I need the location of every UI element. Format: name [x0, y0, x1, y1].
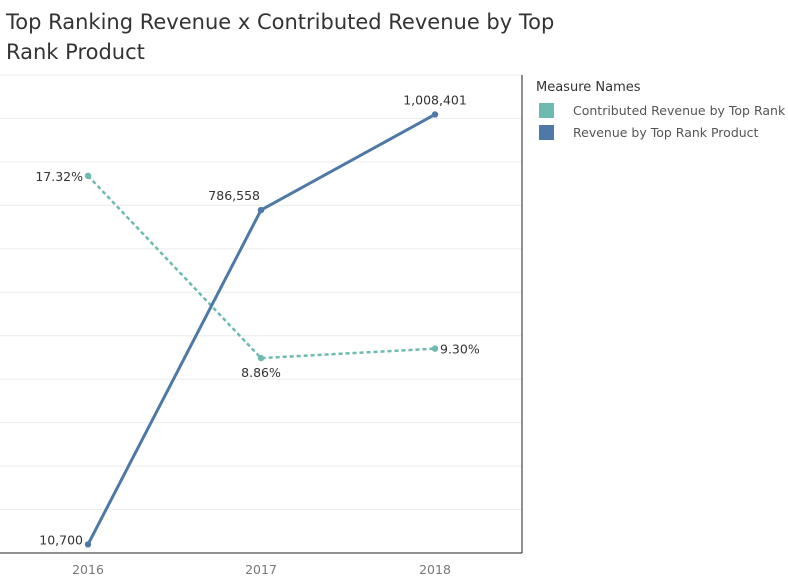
legend-label-revenue: Revenue by Top Rank Product: [573, 124, 759, 140]
data-label: 10,700: [39, 532, 83, 547]
legend-item-revenue[interactable]: Revenue by Top Rank Product: [536, 121, 785, 143]
x-tick-label: 2016: [72, 562, 104, 577]
data-point: [84, 541, 92, 548]
series-line-revenue: [86, 113, 436, 546]
data-point: [257, 206, 265, 214]
data-label: 8.86%: [241, 365, 281, 380]
data-point: [257, 354, 265, 362]
legend-label-contributed: Contributed Revenue by Top Rank: [573, 102, 786, 118]
data-point: [431, 111, 439, 118]
line-chart: 2016 2017 2018 17.32% 8.86% 9.30% 10,700 786,55…: [0, 74, 523, 577]
chart-title: Top Ranking Revenue x Contributed Revenu…: [6, 10, 555, 64]
legend-swatch-contributed: [539, 102, 554, 118]
legend-swatch-revenue: [539, 124, 554, 140]
data-label: 17.32%: [35, 169, 83, 184]
legend-title: Measure Names: [536, 80, 641, 95]
data-label: 9.30%: [440, 342, 480, 357]
legend: Measure Names Contributed Revenue by Top…: [536, 80, 785, 143]
data-label: 786,558: [208, 188, 260, 203]
data-point: [84, 172, 92, 180]
x-tick-label: 2017: [245, 562, 277, 577]
data-label: 1,008,401: [403, 92, 467, 107]
legend-item-contributed[interactable]: Contributed Revenue by Top Rank: [536, 99, 785, 121]
data-point: [431, 345, 439, 352]
series-line-contributed: [87, 174, 436, 360]
x-tick-label: 2018: [419, 562, 451, 577]
